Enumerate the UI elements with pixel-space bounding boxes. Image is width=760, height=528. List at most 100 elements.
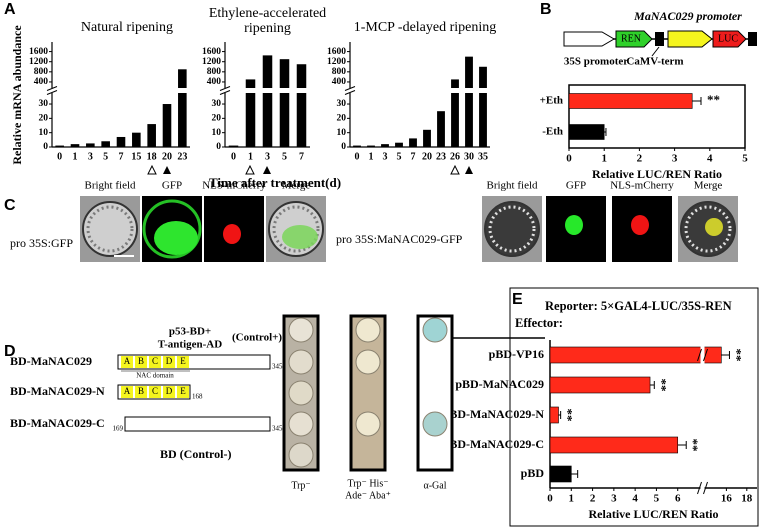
bar (549, 465, 572, 483)
promoter-label: 35S promoter (564, 56, 628, 68)
y-tick-label: 10 (337, 128, 347, 138)
construct-diagram: MaNAC029 promoter REN LUC 35S promoter C… (563, 9, 757, 68)
x-tick-label: 6 (675, 493, 681, 505)
x-tick-label: 3 (265, 151, 270, 162)
x-tick-label: 7 (411, 151, 416, 162)
x-tick-label: 23 (177, 151, 187, 162)
promoter-label: MaNAC029 promoter (633, 9, 742, 23)
medium-label: Trp⁻ (291, 480, 310, 491)
colony (422, 411, 448, 437)
x-tick-label: 4 (632, 493, 638, 505)
y-axis-label: Relative mRNA abundance (10, 25, 24, 165)
reporter-label: Reporter: 5×GAL4-LUC/35S-REN (545, 299, 732, 313)
category-label: pBD-MaNAC029-N (443, 407, 545, 421)
terminator (655, 32, 664, 46)
category-label: pBD-MaNAC029 (455, 377, 544, 391)
bar (147, 124, 156, 147)
y-tick-label: 30 (212, 99, 222, 109)
y-tick-label: 800 (207, 67, 222, 77)
colony (288, 442, 314, 468)
colony (355, 411, 381, 437)
panel-label: B (540, 1, 552, 18)
domain-label: B (138, 356, 144, 366)
cell (82, 201, 138, 257)
medium-label: Trp⁻ His⁻ (347, 478, 388, 489)
bar (409, 138, 417, 147)
domain (149, 386, 161, 398)
bar (228, 145, 239, 147)
y-tick-label: 1600 (327, 47, 346, 57)
x-tick-label: 4 (707, 153, 713, 165)
residue-label: 169 (113, 425, 124, 433)
x-tick-label: 5 (282, 151, 287, 162)
effector-label: Effector: (515, 316, 563, 330)
domain (121, 356, 133, 368)
bar (549, 436, 679, 454)
x-tick-label: 20 (422, 151, 432, 162)
axis-break-mark (697, 348, 702, 362)
column-label: GFP (566, 180, 586, 192)
column-label: NLS-mCherry (610, 180, 674, 192)
residue-label: 345 (272, 425, 283, 433)
y-tick-label: 1600 (202, 47, 221, 57)
colony (288, 349, 314, 375)
axis-break (345, 88, 490, 93)
y-tick-label: 800 (332, 67, 347, 77)
x-tick-label: 18 (147, 151, 157, 162)
domain (177, 356, 189, 368)
panel-label: C (4, 197, 16, 214)
domain (149, 356, 161, 368)
cell-texture (272, 205, 320, 253)
leader (651, 46, 660, 57)
construct-name: BD (Control-) (160, 447, 231, 461)
open-triangle (245, 164, 255, 175)
y-tick-label: 1600 (29, 47, 48, 57)
y-tick-label: 400 (34, 77, 49, 87)
domain-label: D (166, 386, 173, 396)
x-tick-label: 3 (383, 151, 388, 162)
x-axis-label: Time after treatment(d) (209, 175, 341, 190)
x-tick-label: 15 (131, 151, 141, 162)
axis-break-mark (344, 90, 356, 95)
y-tick-label: 0 (216, 142, 221, 152)
colony (288, 411, 314, 437)
gene-label: LUC (718, 33, 738, 44)
x-tick-label: 3 (611, 493, 617, 505)
axis-break-mark (703, 481, 708, 495)
x-tick-label: 5 (103, 151, 108, 162)
x-tick-label: 20 (162, 151, 172, 162)
bar (178, 69, 187, 147)
bar (116, 136, 126, 147)
x-tick-label: 3 (672, 153, 678, 165)
x-tick-label: 0 (547, 493, 553, 505)
y-tick-label: 20 (337, 114, 347, 124)
colony (355, 349, 381, 375)
x-tick-label: 23 (436, 151, 446, 162)
bar (162, 104, 172, 147)
bar (296, 64, 307, 147)
axis-break-mark (219, 90, 231, 95)
bar (279, 59, 290, 148)
domain (135, 386, 147, 398)
chart-title: Ethylene-accelerated ripening (208, 6, 327, 36)
promoter-arrow (563, 31, 615, 47)
terminator-label: CaMV-term (626, 56, 683, 68)
bar (479, 66, 487, 147)
control-label: (Control+) (232, 332, 282, 344)
x-tick-label: 30 (464, 151, 474, 162)
y-tick-label: 30 (39, 99, 49, 109)
bar (465, 56, 473, 147)
x-tick-label: 2 (590, 493, 596, 505)
significance-label: ** (729, 349, 744, 362)
column-label: Bright field (486, 180, 538, 192)
significance-label: ** (686, 439, 701, 452)
category-label: pBD-MaNAC029-C (443, 437, 544, 451)
bar (245, 79, 256, 147)
bar (262, 55, 273, 147)
gene-label: REN (621, 33, 641, 44)
domain-label: E (180, 386, 186, 396)
construct-name: BD-MaNAC029-N (10, 384, 105, 398)
chart-title: 1-MCP -delayed ripening (353, 20, 497, 35)
terminator (748, 32, 757, 46)
bar (423, 129, 431, 147)
